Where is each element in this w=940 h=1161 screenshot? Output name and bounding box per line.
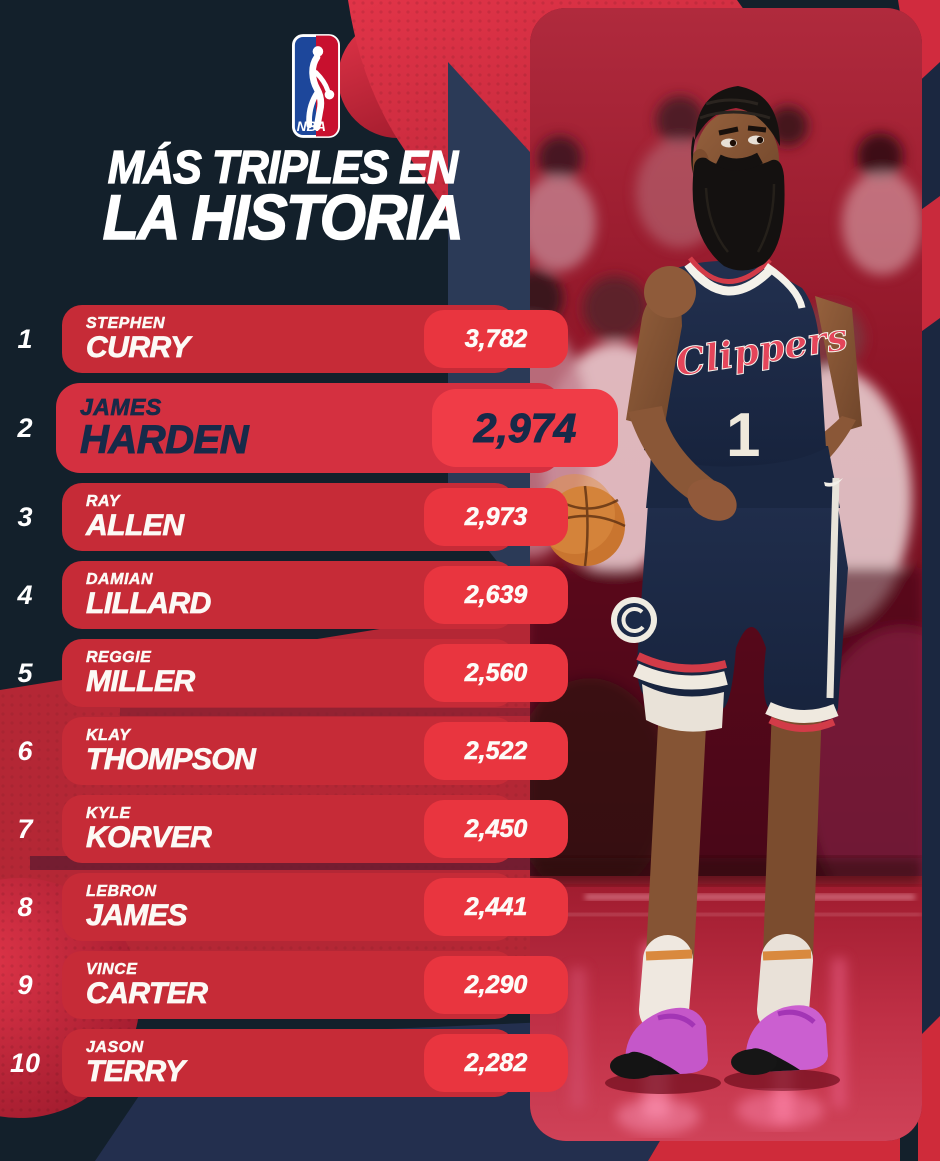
rank-number: 9 (17, 969, 33, 1000)
three-point-total: 2,639 (464, 580, 528, 609)
value-pill: 2,973 (424, 488, 568, 546)
value-pill: 2,522 (424, 722, 568, 780)
player-last-name: THOMPSON (86, 742, 257, 776)
title-line-1: MÁS TRIPLES EN (107, 141, 459, 193)
nba-logo: NBA (292, 34, 340, 138)
three-point-total: 2,560 (464, 658, 528, 687)
player-last-name: CARTER (86, 976, 209, 1010)
value-pill: 2,974 (432, 389, 618, 467)
three-point-total: 2,282 (464, 1048, 528, 1077)
rank-number: 3 (17, 501, 33, 532)
value-pill: 2,450 (424, 800, 568, 858)
player-first-name: KLAY (86, 726, 131, 744)
player-last-name: KORVER (86, 820, 213, 854)
title-line-2: LA HISTORIA (102, 183, 464, 254)
ranking-row: 2 JAMES HARDEN 2,974 (0, 383, 940, 473)
rank-number: 8 (17, 891, 33, 922)
player-first-name: LEBRON (86, 882, 157, 900)
three-point-total: 2,441 (464, 892, 528, 921)
three-point-total: 2,973 (464, 502, 528, 531)
ranking-row: 1 STEPHEN CURRY 3,782 (0, 305, 940, 373)
three-point-total: 2,974 (473, 404, 577, 451)
nba-logo-player-silhouette (306, 46, 335, 131)
three-point-total: 2,450 (464, 814, 528, 843)
value-pill: 2,282 (424, 1034, 568, 1092)
player-last-name: MILLER (86, 664, 196, 698)
ranking-row: 3 RAY ALLEN 2,973 (0, 483, 940, 551)
rank-number: 7 (17, 813, 33, 844)
ranking-row: 4 DAMIAN LILLARD 2,639 (0, 561, 940, 629)
player-last-name: HARDEN (80, 418, 250, 462)
ranking-row: 7 KYLE KORVER 2,450 (0, 795, 940, 863)
ranking-row: 5 REGGIE MILLER 2,560 (0, 639, 940, 707)
player-first-name: STEPHEN (86, 314, 166, 332)
rank-number: 5 (17, 657, 33, 688)
value-pill: 2,441 (424, 878, 568, 936)
ranking-row: 8 LEBRON JAMES 2,441 (0, 873, 940, 941)
player-last-name: ALLEN (86, 508, 185, 542)
value-pill: 2,290 (424, 956, 568, 1014)
rank-number: 4 (17, 579, 33, 610)
player-first-name: REGGIE (86, 648, 152, 666)
rank-number: 2 (17, 412, 33, 443)
sneakers (605, 1005, 840, 1094)
player-first-name: DAMIAN (86, 570, 153, 588)
player-last-name: LILLARD (86, 586, 212, 620)
ranking-row: 9 VINCE CARTER 2,290 (0, 951, 940, 1019)
player-last-name: JAMES (86, 898, 188, 932)
player-last-name: TERRY (86, 1054, 186, 1088)
player-head (691, 86, 785, 271)
ranking-row: 6 KLAY THOMPSON 2,522 (0, 717, 940, 785)
nba-logo-text: NBA (297, 119, 326, 134)
value-pill: 2,560 (424, 644, 568, 702)
jersey-number-text: 1 (726, 401, 760, 470)
ranking-row: 10 JASON TERRY 2,282 (0, 1029, 940, 1097)
player-first-name: JAMES (80, 394, 162, 420)
rank-number: 10 (9, 1047, 41, 1078)
three-point-total: 3,782 (464, 324, 528, 353)
player-first-name: JASON (86, 1038, 144, 1056)
player-photo: Clippers 1 (530, 8, 922, 1141)
value-pill: 2,639 (424, 566, 568, 624)
rank-number: 1 (17, 323, 33, 354)
player-last-name: CURRY (86, 330, 191, 364)
player-first-name: VINCE (86, 960, 138, 978)
value-pill: 3,782 (424, 310, 568, 368)
player-figure: Clippers 1 (605, 86, 862, 1134)
three-point-total: 2,290 (464, 970, 528, 999)
player-first-name: KYLE (86, 804, 131, 822)
poster-title: MÁS TRIPLES EN LA HISTORIA (69, 141, 497, 254)
three-point-total: 2,522 (464, 736, 528, 765)
player-first-name: RAY (86, 492, 121, 510)
rank-number: 6 (17, 735, 33, 766)
